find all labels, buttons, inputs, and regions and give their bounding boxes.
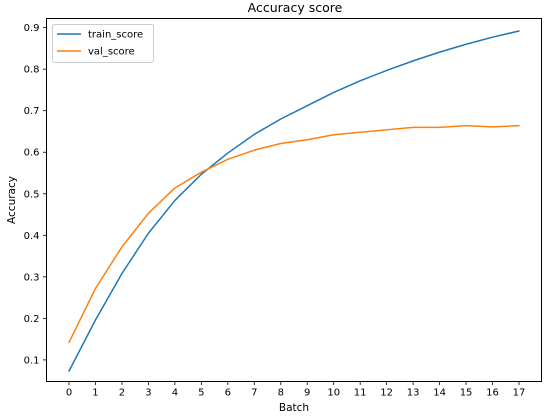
axis-ticks: 0 1 2 3 4 5 6 7 8 9 10 11 12 13 14 15 16 170.10.20.30.40.… — [24, 23, 526, 398]
x-tick-label: 1 — [92, 388, 98, 399]
y-tick-label: 0.7 — [24, 106, 40, 117]
x-tick-label: 0 — [66, 388, 72, 399]
x-tick-label: 16 — [486, 388, 499, 399]
chart-title: Accuracy score — [248, 0, 343, 15]
x-tick-label: 4 — [172, 388, 178, 399]
x-tick-label: 13 — [407, 388, 420, 399]
y-tick-label: 0.9 — [24, 23, 40, 34]
x-tick-label: 11 — [354, 388, 367, 399]
x-tick-label: 15 — [460, 388, 473, 399]
x-tick-label: 6 — [225, 388, 231, 399]
y-tick-label: 0.6 — [24, 148, 40, 159]
legend: train_score val_score — [52, 24, 154, 63]
x-tick-label: 5 — [198, 388, 204, 399]
series-line-train-score — [68, 30, 520, 372]
x-tick-label: 17 — [513, 388, 526, 399]
plot-series — [68, 30, 520, 372]
x-tick-label: 14 — [433, 388, 446, 399]
x-tick-label: 9 — [304, 388, 310, 399]
x-axis-label: Batch — [279, 402, 309, 414]
legend-label: val_score — [88, 47, 135, 58]
y-tick-label: 0.5 — [24, 189, 40, 200]
x-tick-label: 8 — [278, 388, 284, 399]
x-tick-label: 2 — [119, 388, 125, 399]
legend-label: train_score — [88, 30, 143, 41]
y-axis-label: Accuracy — [6, 176, 18, 224]
x-tick-label: 3 — [145, 388, 151, 399]
y-tick-label: 0.2 — [24, 314, 40, 325]
x-tick-label: 12 — [380, 388, 393, 399]
y-tick-label: 0.4 — [24, 231, 40, 242]
y-tick-label: 0.3 — [24, 272, 40, 283]
plot-frame — [46, 18, 542, 382]
x-tick-label: 10 — [327, 388, 340, 399]
y-tick-label: 0.8 — [24, 65, 40, 76]
series-line-val-score — [68, 124, 520, 344]
x-tick-label: 7 — [251, 388, 257, 399]
y-tick-label: 0.1 — [24, 355, 40, 366]
